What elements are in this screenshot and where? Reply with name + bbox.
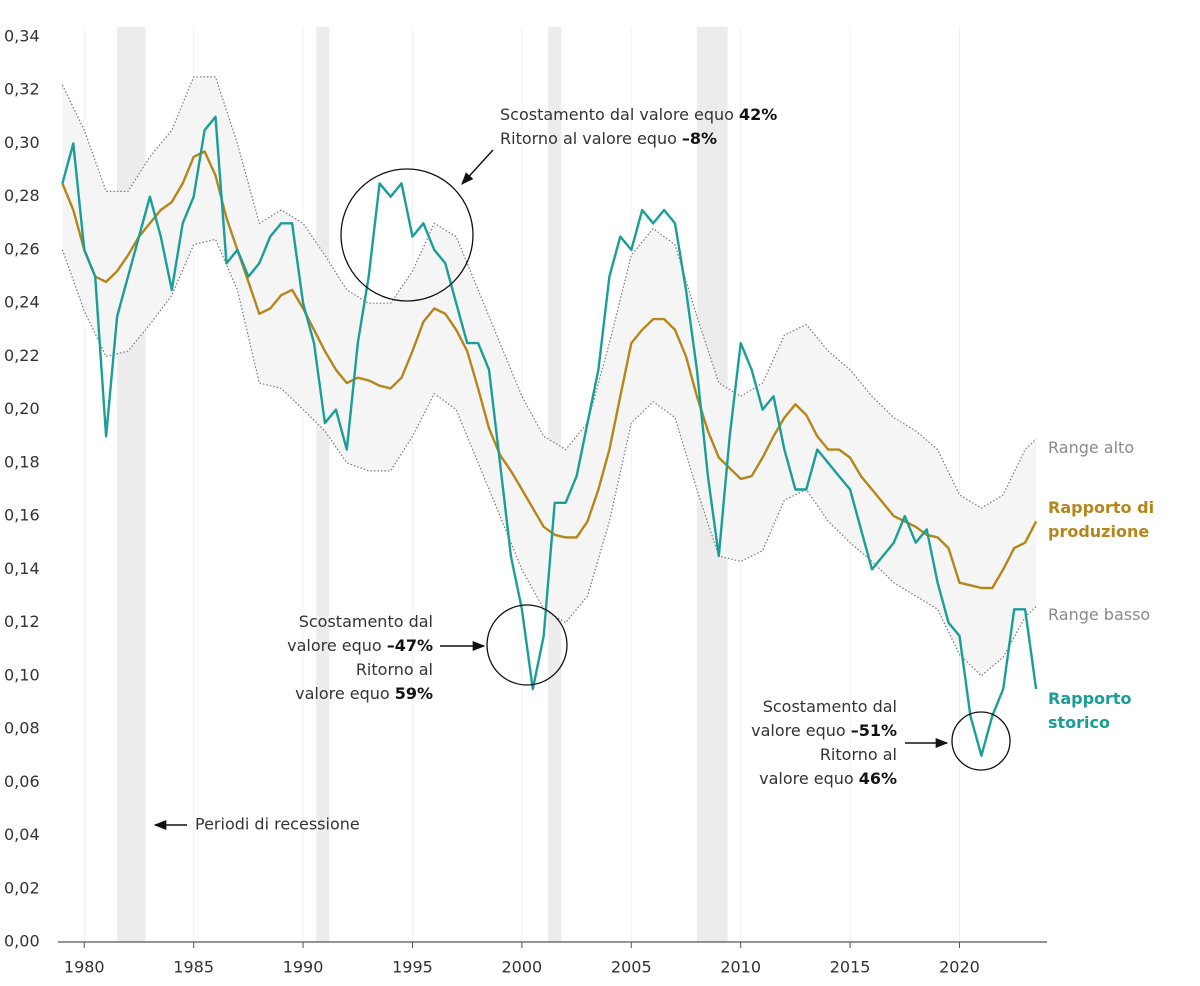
y-tick-label: 0,28 — [4, 186, 40, 205]
x-tick-label: 2015 — [830, 958, 871, 977]
annotation-line: Scostamento dal — [763, 697, 897, 716]
annotation-value: –8% — [682, 129, 717, 148]
annotation-circle — [486, 604, 568, 686]
annotation-text: Ritorno al valore equo –8% — [500, 129, 717, 148]
annotation-line: Ritorno al valore equo — [500, 129, 677, 148]
x-tick-label: 1980 — [64, 958, 105, 977]
series-line — [61, 115, 1038, 757]
annotation-value: 42% — [739, 105, 777, 124]
annotation-circle — [951, 711, 1011, 771]
annotation-text: valore equo –47% — [287, 636, 433, 655]
x-tick-label: 2000 — [502, 958, 543, 977]
y-tick-label: 0,00 — [4, 932, 40, 951]
y-tick-label: 0,34 — [4, 27, 40, 46]
y-tick-label: 0,12 — [4, 612, 40, 631]
annotation-value: 46% — [859, 769, 897, 788]
y-tick-label: 0,30 — [4, 133, 40, 152]
y-tick-label: 0,02 — [4, 878, 40, 897]
annotation-text: Ritorno al — [356, 660, 433, 679]
annotation-text: Ritorno al — [820, 745, 897, 764]
y-tick-label: 0,18 — [4, 452, 40, 471]
annotation-line: valore equo — [295, 684, 390, 703]
series-label: Range alto — [1048, 438, 1135, 457]
annotation-line: Ritorno al — [820, 745, 897, 764]
y-tick-label: 0,20 — [4, 399, 40, 418]
annotation-text: valore equo 46% — [759, 769, 897, 788]
annotation-line: Scostamento dal — [299, 612, 433, 631]
y-tick-label: 0,16 — [4, 506, 40, 525]
x-tick-label: 2020 — [939, 958, 980, 977]
x-tick-label: 2010 — [720, 958, 761, 977]
annotation-text: valore equo –51% — [751, 721, 897, 740]
recession-band — [117, 27, 146, 942]
annotation-line: Scostamento dal valore equo — [500, 105, 734, 124]
annotation-text: valore equo 59% — [295, 684, 433, 703]
series-label: Rapporto storico — [1048, 689, 1132, 732]
annotation-line: valore equo — [751, 721, 846, 740]
y-tick-label: 0,10 — [4, 665, 40, 684]
annotation-text: Scostamento dal — [299, 612, 433, 631]
y-tick-label: 0,06 — [4, 772, 40, 791]
annotation-text: Scostamento dal valore equo 42% — [500, 105, 777, 124]
annotation-value: 59% — [395, 684, 433, 703]
y-tick-label: 0,04 — [4, 825, 40, 844]
y-tick-label: 0,32 — [4, 80, 40, 99]
y-tick-label: 0,24 — [4, 293, 40, 312]
y-tick-label: 0,08 — [4, 719, 40, 738]
x-tick-label: 2005 — [611, 958, 652, 977]
annotation-line: valore equo — [287, 636, 382, 655]
annotation-arrow — [461, 149, 494, 185]
x-tick-label: 1995 — [392, 958, 433, 977]
x-tick-label: 1990 — [283, 958, 324, 977]
recession-label: Periodi di recessione — [195, 815, 360, 834]
annotation-circle — [340, 168, 474, 302]
annotation-line: Ritorno al — [356, 660, 433, 679]
series-line — [61, 150, 1038, 590]
annotation-value: –47% — [387, 636, 433, 655]
annotation-value: –51% — [851, 721, 897, 740]
annotation-line: valore equo — [759, 769, 854, 788]
series-label: Range basso — [1048, 605, 1151, 624]
annotation-text: Scostamento dal — [763, 697, 897, 716]
y-tick-label: 0,14 — [4, 559, 40, 578]
y-tick-label: 0,26 — [4, 239, 40, 258]
y-tick-label: 0,22 — [4, 346, 40, 365]
x-tick-label: 1985 — [173, 958, 214, 977]
series-label: Rapporto di produzione — [1048, 498, 1155, 541]
recession-band — [316, 27, 330, 942]
